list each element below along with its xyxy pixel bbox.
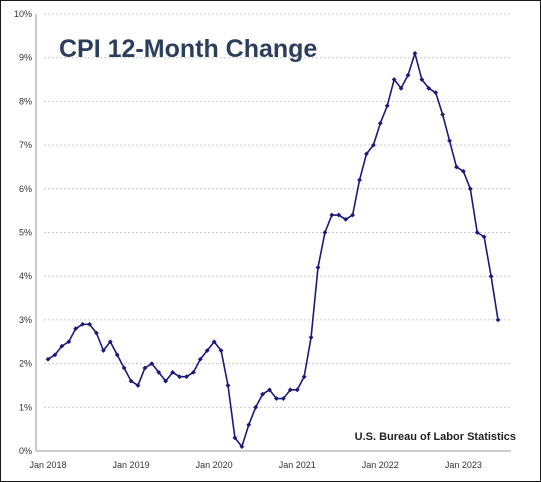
y-tick-label: 3%: [19, 315, 32, 325]
data-point: [239, 444, 245, 450]
data-point: [204, 348, 210, 353]
data-point: [405, 72, 411, 78]
data-point: [218, 348, 224, 353]
data-point: [190, 369, 196, 375]
data-point: [156, 369, 162, 375]
x-tick-label: Jan 2019: [113, 460, 150, 470]
data-point: [45, 356, 51, 362]
data-point: [170, 369, 176, 375]
data-point: [197, 356, 203, 362]
data-point: [100, 348, 106, 353]
data-point: [467, 186, 473, 192]
data-point: [52, 352, 58, 358]
data-point: [433, 90, 439, 96]
data-point: [447, 138, 452, 144]
data-point: [377, 120, 383, 126]
data-point: [66, 339, 72, 345]
data-point: [59, 343, 65, 349]
x-tick-labels: Jan 2018 Jan 2019 Jan 2020 Jan 2021 Jan 2022…: [29, 460, 481, 470]
data-point: [294, 387, 300, 393]
data-point: [114, 352, 120, 358]
data-point: [398, 85, 404, 91]
data-point: [357, 177, 362, 183]
y-tick-label: 4%: [19, 271, 32, 281]
data-point: [336, 212, 342, 218]
y-tick-label: 5%: [19, 228, 32, 238]
data-point: [287, 387, 293, 393]
data-point: [474, 230, 480, 235]
data-point: [107, 339, 113, 345]
data-point: [343, 216, 349, 222]
series-cpi: [45, 50, 501, 450]
data-point: [121, 365, 127, 371]
y-tick-label: 9%: [19, 53, 32, 63]
data-point: [495, 317, 501, 323]
data-point: [350, 212, 356, 218]
data-point: [488, 273, 494, 279]
x-tick-label: Jan 2018: [29, 460, 66, 470]
x-tick-label: Jan 2023: [445, 460, 482, 470]
data-point: [370, 142, 376, 148]
data-point: [142, 365, 148, 371]
y-tick-label: 6%: [19, 184, 32, 194]
data-point: [322, 230, 328, 235]
data-point: [315, 265, 321, 270]
data-point: [232, 435, 238, 441]
data-point: [177, 374, 182, 380]
data-point: [391, 77, 397, 82]
data-point: [460, 168, 466, 174]
data-point: [481, 234, 487, 240]
y-tick-label: 8%: [19, 96, 32, 106]
data-point: [384, 103, 390, 109]
y-tick-label: 0%: [19, 446, 32, 456]
series-line: [47, 52, 499, 448]
y-tick-label: 7%: [19, 140, 32, 150]
data-point: [454, 164, 459, 170]
data-point: [419, 77, 425, 82]
x-tick-label: Jan 2020: [196, 460, 233, 470]
data-point: [253, 404, 259, 410]
data-point: [135, 383, 141, 388]
data-point: [364, 151, 369, 157]
data-point: [267, 387, 272, 393]
data-point: [163, 378, 169, 384]
data-point: [128, 378, 134, 384]
chart-title: CPI 12-Month Change: [59, 35, 317, 63]
data-point: [184, 374, 189, 380]
y-tick-label: 2%: [19, 359, 32, 369]
data-point: [225, 383, 231, 388]
data-point: [260, 391, 266, 397]
data-point: [211, 339, 217, 345]
data-point: [94, 330, 99, 336]
data-point: [308, 334, 314, 340]
data-point: [246, 422, 252, 428]
axes: [35, 14, 511, 452]
data-point: [280, 396, 286, 401]
data-point: [149, 361, 155, 366]
data-point: [73, 326, 79, 332]
data-point: [412, 50, 418, 56]
source-note: U.S. Bureau of Labor Statistics: [355, 431, 516, 443]
y-tick-labels: 0% 1% 2% 3% 4% 5% 6% 7% 8% 9% 10%: [14, 9, 32, 456]
x-tick-label: Jan 2021: [279, 460, 316, 470]
data-point: [274, 396, 279, 401]
data-point: [329, 212, 335, 218]
x-tick-label: Jan 2022: [362, 460, 399, 470]
y-tick-label: 10%: [14, 9, 32, 19]
y-tick-label: 1%: [19, 402, 32, 412]
data-point: [426, 85, 432, 91]
data-point: [80, 321, 86, 327]
data-point: [301, 374, 307, 380]
data-point: [87, 321, 92, 327]
data-point: [440, 112, 446, 117]
